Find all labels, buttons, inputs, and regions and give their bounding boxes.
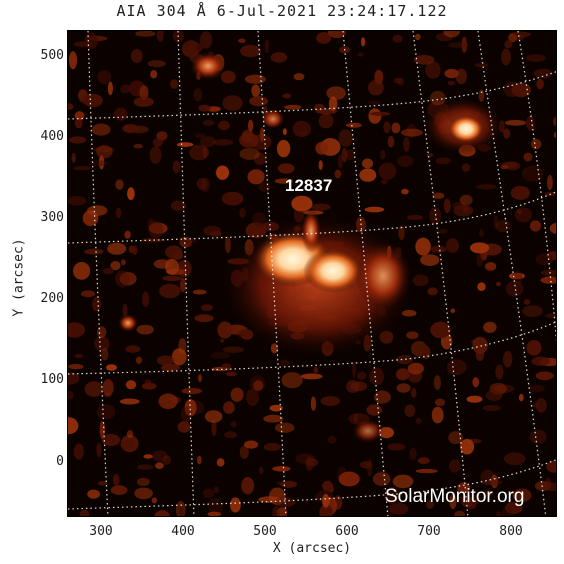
x-tick-label: 800	[499, 524, 523, 539]
heliographic-grid	[68, 31, 556, 516]
y-tick-label: 200	[40, 291, 64, 306]
y-tick-label: 300	[40, 210, 64, 225]
x-tick-label: 400	[171, 524, 195, 539]
y-tick-label: 500	[40, 48, 64, 63]
y-tick-label: 0	[56, 454, 64, 469]
x-tick-label: 500	[253, 524, 277, 539]
y-tick-label: 100	[40, 372, 64, 387]
image-title: AIA 304 Å 6-Jul-2021 23:24:17.122	[116, 2, 448, 20]
x-tick-label: 600	[335, 524, 359, 539]
active-region-label: 12837	[285, 176, 333, 195]
sun-surface-image	[68, 31, 556, 516]
solar-image-plot	[67, 30, 557, 517]
x-tick-label: 700	[417, 524, 441, 539]
x-axis-label: X (arcsec)	[272, 541, 352, 556]
x-tick-label: 300	[89, 524, 113, 539]
watermark: SolarMonitor.org	[385, 486, 525, 507]
y-axis-label: Y (arcsec)	[11, 238, 27, 317]
y-tick-label: 400	[40, 129, 64, 144]
